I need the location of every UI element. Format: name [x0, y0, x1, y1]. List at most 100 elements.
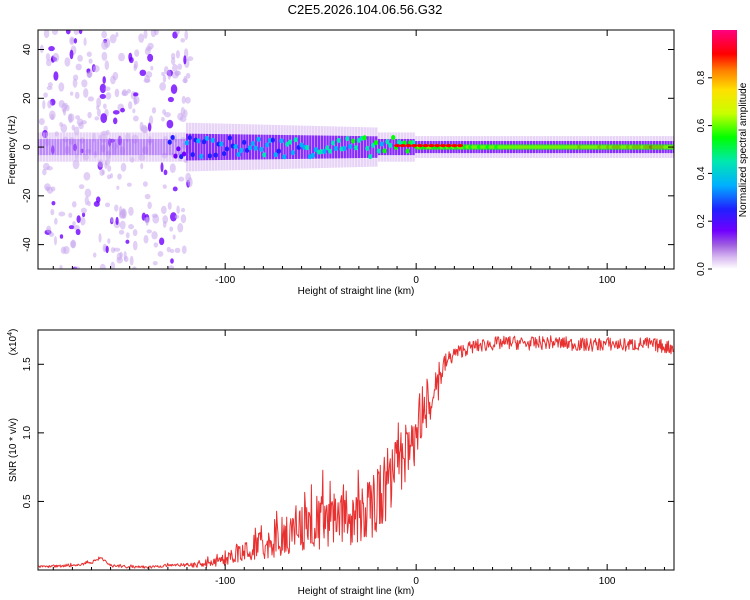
snr-xtick-label: 100 — [599, 576, 616, 587]
spectrogram-noise-cell — [72, 78, 78, 88]
spectrogram-band-core — [253, 145, 258, 151]
snr-ytick-label: 1.5 — [22, 357, 33, 371]
spectrogram-band-core — [259, 146, 264, 152]
spectrogram-noise-cell — [170, 57, 176, 66]
spectrogram-noise-cell — [77, 54, 83, 62]
spectrogram-band-halo — [165, 132, 169, 162]
spectrogram-band-halo — [71, 132, 74, 162]
spectrogram-band-body — [102, 139, 106, 156]
spectrogram-band-body — [79, 139, 83, 156]
spectrogram-band-body — [117, 139, 120, 156]
spectrogram-noise-cell — [164, 111, 172, 118]
snr-frame — [37, 329, 675, 571]
spectrogram-band-body — [269, 134, 272, 160]
spectrogram-noise-cell — [72, 221, 76, 226]
spectrogram-band-body — [352, 135, 355, 159]
spectrogram-band-body — [54, 139, 57, 156]
spectrogram-noise-cell — [92, 65, 100, 73]
spectrogram-band-body — [337, 135, 341, 159]
spectrogram-ylabel: Frequency (Hz) — [7, 116, 18, 185]
spectrogram-band-core — [330, 140, 336, 146]
spectrogram-band-body — [160, 139, 163, 156]
spectrogram-xlabel: Height of straight line (km) — [298, 286, 415, 297]
spectrogram-band-body — [148, 139, 152, 156]
spectrogram-band-body — [286, 135, 289, 160]
spectrogram-noise-cell — [143, 234, 149, 244]
spectrogram-band-body — [105, 139, 109, 156]
spectrogram-xtick-label: 0 — [413, 275, 419, 286]
spectrogram-band-body — [274, 134, 278, 160]
spectrogram-noise-cell — [170, 258, 174, 264]
spectrogram-noise-cell — [107, 165, 112, 172]
spectrogram-noise-cell — [105, 92, 112, 100]
spectrogram-band-body — [185, 133, 189, 161]
spectrogram-noise-cell — [68, 113, 73, 124]
spectrogram-band-body — [74, 139, 77, 156]
spectrogram-noise-cell — [162, 184, 167, 189]
spectrogram-noise-cell — [169, 248, 175, 254]
spectrogram-band-halo — [108, 132, 112, 162]
spectrogram-noise-cell — [147, 122, 152, 132]
spectrogram-noise-cell — [101, 51, 108, 61]
spectrogram-noise-cell — [180, 38, 186, 43]
spectrogram-noise-cell — [63, 245, 70, 255]
spectrogram-band-core — [325, 145, 330, 151]
spectrogram-noise-cell — [119, 251, 123, 258]
spectrogram-band-body — [111, 139, 114, 156]
colorbar-label: Normalized spectral amplitude — [738, 82, 749, 217]
spectrogram-noise-cell — [104, 202, 111, 208]
spectrogram-band-body — [163, 139, 166, 156]
spectrogram-band-core — [322, 148, 327, 154]
spectrogram-noise-cell — [114, 204, 119, 212]
spectrogram-band-body — [289, 135, 292, 160]
spectrogram-band-core — [293, 137, 299, 143]
spectrogram-band-body — [271, 134, 275, 160]
spectrogram-band-body — [220, 134, 223, 160]
spectrogram-noise-cell — [46, 225, 52, 233]
spectrogram-noise-cell — [68, 225, 75, 230]
spectrogram-band-core — [219, 141, 224, 147]
spectrogram-noise-cell — [151, 107, 157, 114]
spectrogram-peak-cell — [445, 143, 452, 148]
spectrogram-noise-cell — [184, 30, 189, 41]
spectrogram-noise-cell — [174, 70, 182, 76]
spectrogram-band-body — [329, 135, 332, 159]
spectrogram-band-core — [181, 151, 187, 157]
spectrogram-band-core — [236, 151, 241, 157]
spectrogram-noise-cell — [73, 38, 78, 44]
spectrogram-band-body — [223, 134, 226, 160]
spectrogram-band-core — [247, 145, 253, 151]
spectrogram-noise-cell — [94, 116, 100, 121]
snr-ytick-label: 0.5 — [22, 494, 33, 508]
spectrogram-noise-cell — [147, 201, 152, 210]
spectrogram-band-body — [206, 133, 209, 161]
spectrogram-band-core — [173, 153, 178, 159]
spectrogram-band-body — [383, 139, 387, 156]
spectrogram-band-halo — [117, 132, 120, 162]
spectrogram-noise-cell — [110, 261, 116, 269]
spectrogram-noise-cell — [99, 263, 106, 269]
spectrogram-band-body — [62, 139, 66, 156]
spectrogram-noise-cell — [146, 229, 153, 234]
snr-xlabel: Height of straight line (km) — [298, 586, 415, 597]
spectrogram-band-body — [323, 135, 326, 159]
spectrogram-band-halo — [168, 132, 172, 162]
spectrogram-noise-cell — [162, 221, 167, 228]
spectrogram-noise-cell — [54, 217, 58, 225]
spectrogram-peak-cell — [434, 143, 441, 148]
spectrogram-noise-cell — [102, 76, 106, 84]
spectrogram-noise-cell — [123, 251, 127, 261]
spectrogram-noise-cell — [125, 232, 130, 239]
spectrogram-noise-cell — [178, 176, 185, 182]
spectrogram-band-halo — [97, 132, 100, 162]
spectrogram-band-core — [176, 146, 181, 152]
spectrogram-noise-cell — [145, 46, 152, 52]
snr-scale-close: ) — [8, 329, 19, 332]
spectrogram-noise-cell — [133, 95, 140, 105]
spectrogram-noise-cell — [88, 58, 93, 64]
spectrogram-noise-cell — [69, 49, 74, 60]
spectrogram-band-core — [353, 145, 359, 151]
spectrogram-noise-cell — [180, 214, 187, 224]
spectrogram-noise-cell — [170, 84, 178, 95]
spectrogram-noise-cell — [133, 92, 139, 97]
